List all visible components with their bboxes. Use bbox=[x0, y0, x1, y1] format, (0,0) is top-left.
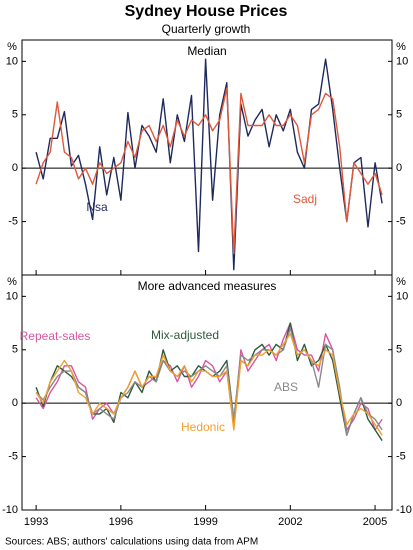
y-tick-label: 5 bbox=[12, 344, 18, 356]
panel-frame bbox=[21, 274, 393, 511]
y-tick-label: 5 bbox=[12, 109, 18, 121]
series-label: Mix-adjusted bbox=[151, 328, 219, 342]
y2-tick-label: 5 bbox=[396, 109, 402, 121]
y-tick-label: -5 bbox=[8, 450, 18, 462]
x-tick-label: 1993 bbox=[24, 516, 48, 528]
unit-label: % bbox=[7, 41, 17, 53]
series-label: Sadj bbox=[293, 192, 317, 206]
panel-title: More advanced measures bbox=[138, 279, 277, 293]
panel-title-bg bbox=[129, 278, 285, 294]
panel-title: Median bbox=[187, 44, 226, 58]
y2-tick-label: 10 bbox=[396, 290, 408, 302]
series-label: Hedonic bbox=[181, 420, 225, 434]
x-tick-label: 1996 bbox=[109, 516, 133, 528]
series-line bbox=[35, 333, 383, 436]
y2-tick-label: -5 bbox=[396, 215, 406, 227]
chart-title: Sydney House Prices bbox=[125, 3, 288, 20]
unit-label: % bbox=[7, 276, 17, 288]
unit-label-right: % bbox=[396, 276, 406, 288]
series-label: Nsa bbox=[86, 200, 108, 214]
y2-tick-label: 5 bbox=[396, 344, 402, 356]
series-line bbox=[35, 87, 383, 255]
x-tick-label: 2005 bbox=[363, 516, 387, 528]
x-tick-label: 2002 bbox=[278, 516, 302, 528]
y2-tick-label: 0 bbox=[396, 397, 402, 409]
y2-tick-label: 0 bbox=[396, 162, 402, 174]
unit-label-right: % bbox=[396, 41, 406, 53]
y-tick-label: -5 bbox=[8, 215, 18, 227]
y-tick-label: 10 bbox=[6, 55, 18, 67]
y-tick-label: -10 bbox=[2, 504, 18, 516]
x-tick-label: 1999 bbox=[193, 516, 217, 528]
y-tick-label: 0 bbox=[12, 162, 18, 174]
panel-title-bg bbox=[182, 43, 232, 59]
y-tick-label: 0 bbox=[12, 397, 18, 409]
y2-tick-label: -5 bbox=[396, 450, 406, 462]
series-label: ABS bbox=[274, 380, 298, 394]
y2-tick-label: -10 bbox=[396, 504, 412, 516]
y-tick-label: 10 bbox=[6, 290, 18, 302]
series-line bbox=[35, 58, 383, 271]
series-label: Repeat-sales bbox=[20, 329, 91, 343]
chart-subtitle: Quarterly growth bbox=[162, 22, 251, 36]
source-note: Sources: ABS; authors' calculations usin… bbox=[5, 537, 258, 548]
y2-tick-label: 10 bbox=[396, 55, 408, 67]
series-line bbox=[35, 322, 383, 431]
